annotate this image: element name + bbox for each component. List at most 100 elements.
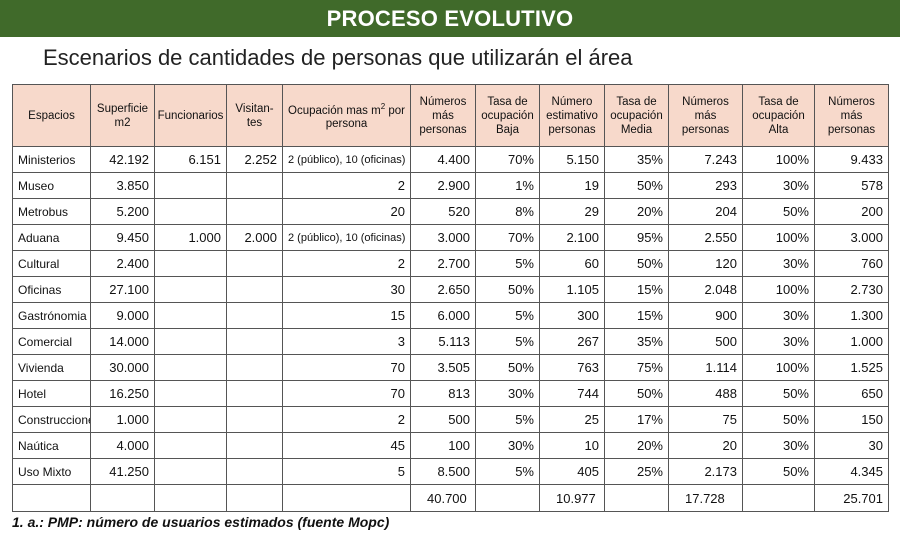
- table-cell: [154, 172, 227, 199]
- table-cell: [154, 406, 227, 433]
- table-cell: 30%: [742, 172, 815, 199]
- table-cell: [226, 172, 283, 199]
- table-cell: [154, 328, 227, 355]
- table-cell: 9.433: [814, 146, 889, 173]
- table-cell: 4.345: [814, 458, 889, 485]
- table-cell: 520: [410, 198, 476, 225]
- table-cell: 2: [282, 406, 411, 433]
- table-row: Comercial 14.000 3 5.113 5% 267 35% 500 30% 1.000: [12, 328, 889, 355]
- table-cell: 2: [282, 250, 411, 277]
- table-cell: [154, 198, 227, 225]
- row-label: Construcciones: [12, 406, 91, 433]
- table-cell: 6.000: [410, 302, 476, 329]
- empty-cell: [604, 484, 669, 512]
- table-cell: 760: [814, 250, 889, 277]
- table-cell: [226, 432, 283, 459]
- table-cell: 2.550: [668, 224, 743, 251]
- header-cell: Tasa de ocupación Media: [604, 84, 669, 147]
- table-cell: [154, 380, 227, 407]
- table-row: Uso Mixto 41.250 5 8.500 5% 405 25% 2.173 50% 4.3…: [12, 458, 889, 485]
- table-cell: [226, 328, 283, 355]
- table-cell: 6.151: [154, 146, 227, 173]
- table-row: Hotel 16.250 70 813 30% 744 50% 488 50% 650: [12, 380, 889, 407]
- header-cell: Números más personas: [410, 84, 476, 147]
- table-cell: 9.450: [90, 224, 155, 251]
- table-cell: [226, 406, 283, 433]
- empty-cell: [475, 484, 540, 512]
- table-cell: 300: [539, 302, 605, 329]
- table-cell: 2 (público), 10 (oficinas): [282, 224, 411, 251]
- table-cell: 5%: [475, 302, 540, 329]
- table-cell: 2.100: [539, 224, 605, 251]
- table-cell: 70: [282, 354, 411, 381]
- table-cell: 9.000: [90, 302, 155, 329]
- table-cell: 1.000: [154, 224, 227, 251]
- table-cell: 29: [539, 198, 605, 225]
- table-cell: [154, 250, 227, 277]
- empty-cell: [90, 484, 155, 512]
- table-cell: 5%: [475, 406, 540, 433]
- table-cell: 16.250: [90, 380, 155, 407]
- table-row: Cultural 2.400 2 2.700 5% 60 50% 120 30% 760: [12, 250, 889, 277]
- table-cell: 3.000: [814, 224, 889, 251]
- table-cell: 5%: [475, 250, 540, 277]
- table-cell: 14.000: [90, 328, 155, 355]
- table-cell: 50%: [475, 276, 540, 303]
- table-row: Metrobus 5.200 20 520 8% 29 20% 204 50% 200: [12, 198, 889, 225]
- table-cell: 1.525: [814, 354, 889, 381]
- table-cell: [154, 458, 227, 485]
- table-cell: 650: [814, 380, 889, 407]
- table-cell: 100%: [742, 146, 815, 173]
- row-label: Uso Mixto: [12, 458, 91, 485]
- table-row: Vivienda 30.000 70 3.505 50% 763 75% 1.114 100% 1…: [12, 354, 889, 381]
- header-cell: Número estimativo personas: [539, 84, 605, 147]
- table-cell: 2.900: [410, 172, 476, 199]
- table-row: Oficinas 27.100 30 2.650 50% 1.105 15% 2.048 100…: [12, 276, 889, 303]
- header-cell: Funcionarios: [154, 84, 227, 147]
- row-label: Vivienda: [12, 354, 91, 381]
- table-cell: 500: [668, 328, 743, 355]
- table-cell: 30%: [742, 328, 815, 355]
- table-cell: 70%: [475, 224, 540, 251]
- table-cell: 2.252: [226, 146, 283, 173]
- table-cell: 20: [668, 432, 743, 459]
- table-row: Museo 3.850 2 2.900 1% 19 50% 293 30% 578: [12, 172, 889, 199]
- table-cell: 120: [668, 250, 743, 277]
- header-row: Espacios Superficie m2 Funcionarios Visi…: [12, 84, 889, 147]
- total-cell: 40.700: [410, 484, 476, 512]
- row-label: Oficinas: [12, 276, 91, 303]
- table-cell: 50%: [604, 380, 669, 407]
- row-label: Gastrónomia: [12, 302, 91, 329]
- table-cell: [226, 198, 283, 225]
- table-cell: 20%: [604, 198, 669, 225]
- table-cell: 200: [814, 198, 889, 225]
- table-cell: 2.000: [226, 224, 283, 251]
- table-cell: 8.500: [410, 458, 476, 485]
- banner-title: PROCESO EVOLUTIVO: [0, 0, 900, 37]
- table-cell: 5.200: [90, 198, 155, 225]
- table-cell: 1.105: [539, 276, 605, 303]
- table-cell: 900: [668, 302, 743, 329]
- table-cell: 3: [282, 328, 411, 355]
- table-cell: 100: [410, 432, 476, 459]
- table-cell: 763: [539, 354, 605, 381]
- table-cell: 30: [814, 432, 889, 459]
- table-cell: 4.400: [410, 146, 476, 173]
- table-cell: 3.505: [410, 354, 476, 381]
- table-cell: 204: [668, 198, 743, 225]
- table-cell: 35%: [604, 146, 669, 173]
- table-cell: 5.150: [539, 146, 605, 173]
- table-cell: 41.250: [90, 458, 155, 485]
- table-cell: 744: [539, 380, 605, 407]
- table-cell: 5: [282, 458, 411, 485]
- table-cell: 150: [814, 406, 889, 433]
- empty-cell: [226, 484, 283, 512]
- header-cell: Números más personas: [668, 84, 743, 147]
- table-cell: 25: [539, 406, 605, 433]
- table-cell: 5%: [475, 328, 540, 355]
- row-label: Ministerios: [12, 146, 91, 173]
- table-cell: 70: [282, 380, 411, 407]
- totals-row: 40.700 10.977 17.728 25.701: [12, 484, 889, 512]
- table-cell: 50%: [475, 354, 540, 381]
- table-row: Ministerios 42.192 6.151 2.252 2 (público), …: [12, 146, 889, 173]
